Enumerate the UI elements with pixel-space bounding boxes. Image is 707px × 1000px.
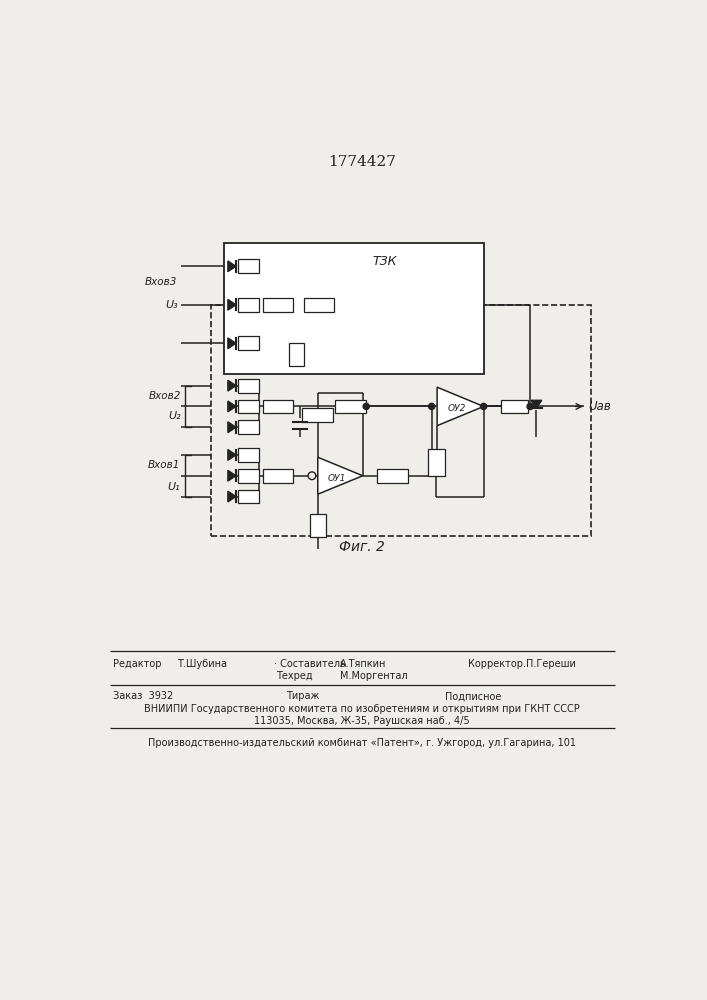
Bar — [263, 469, 293, 483]
Text: Вхов3: Вхов3 — [145, 277, 177, 287]
Bar — [238, 420, 259, 434]
Text: ВНИИПИ Государственного комитета по изобретениям и открытиям при ГКНТ СССР: ВНИИПИ Государственного комитета по изоб… — [144, 704, 580, 714]
Bar — [263, 400, 293, 413]
Bar — [238, 448, 259, 462]
Bar — [501, 400, 528, 413]
Text: А.Тяпкин: А.Тяпкин — [340, 659, 387, 669]
Text: U₁: U₁ — [167, 482, 180, 492]
Bar — [335, 400, 366, 413]
Polygon shape — [228, 380, 236, 391]
Bar — [304, 298, 334, 312]
Bar — [238, 298, 259, 312]
Bar — [310, 514, 325, 537]
Bar — [238, 400, 259, 413]
Polygon shape — [228, 422, 236, 433]
Text: 1774427: 1774427 — [328, 155, 396, 169]
Text: ОУ1: ОУ1 — [327, 474, 346, 483]
Circle shape — [363, 403, 369, 410]
Text: М.Моргентал: М.Моргентал — [340, 671, 408, 681]
Text: Т.Шубина: Т.Шубина — [177, 659, 228, 669]
Bar — [238, 469, 259, 483]
Text: Корректор.П.Гереши: Корректор.П.Гереши — [468, 659, 576, 669]
Bar — [238, 379, 259, 393]
Text: Заказ  3932: Заказ 3932 — [113, 691, 173, 701]
Polygon shape — [531, 400, 542, 408]
Text: Вхов1: Вхов1 — [148, 460, 180, 470]
Bar — [378, 469, 409, 483]
Polygon shape — [228, 491, 236, 502]
Text: ОУ2: ОУ2 — [448, 404, 466, 413]
Polygon shape — [228, 450, 236, 460]
Text: Вхов2: Вхов2 — [149, 391, 182, 401]
Polygon shape — [228, 338, 236, 349]
Text: Тираж: Тираж — [286, 691, 320, 701]
Bar — [238, 490, 259, 503]
Bar — [428, 449, 445, 476]
Polygon shape — [228, 261, 236, 272]
Bar — [263, 298, 293, 312]
Text: 113035, Москва, Ж-35, Раушская наб., 4/5: 113035, Москва, Ж-35, Раушская наб., 4/5 — [254, 716, 469, 726]
Polygon shape — [437, 387, 484, 426]
Bar — [224, 243, 484, 374]
Polygon shape — [228, 470, 236, 481]
Text: Подписное: Подписное — [445, 691, 501, 701]
Text: Редактор: Редактор — [113, 659, 162, 669]
Bar — [288, 343, 304, 366]
Text: Техред: Техред — [276, 671, 312, 681]
Polygon shape — [228, 401, 236, 412]
Polygon shape — [228, 299, 236, 310]
Bar — [303, 408, 333, 422]
Text: ТЗК: ТЗК — [373, 255, 397, 268]
Polygon shape — [317, 457, 363, 494]
Circle shape — [527, 403, 533, 410]
Circle shape — [428, 403, 435, 410]
Bar — [238, 336, 259, 350]
Text: Производственно-издательский комбинат «Патент», г. Ужгород, ул.Гагарина, 101: Производственно-издательский комбинат «П… — [148, 738, 576, 748]
Text: Uав: Uав — [588, 400, 611, 413]
Bar — [238, 259, 259, 273]
Text: Фиг. 2: Фиг. 2 — [339, 540, 385, 554]
Text: U₂: U₂ — [169, 411, 182, 421]
Text: · Составитель: · Составитель — [274, 659, 346, 669]
Bar — [211, 305, 590, 536]
Text: U₃: U₃ — [165, 300, 177, 310]
Circle shape — [481, 403, 486, 410]
